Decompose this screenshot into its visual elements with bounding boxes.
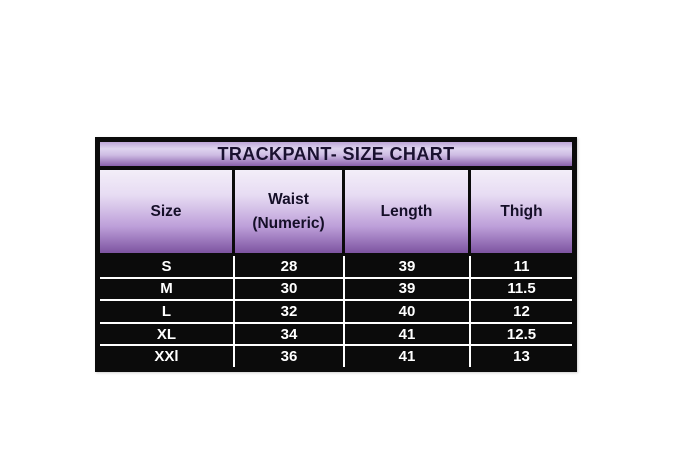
cell-thigh: 12.5 [506,325,537,343]
cell-length: 39 [345,278,471,300]
column-header-size: Size [100,170,235,253]
column-header-thigh: Thigh [471,170,572,253]
cell-length: 41 [345,346,471,367]
cell-size: M [100,278,235,300]
size-chart-table: TRACKPANT- SIZE CHART Size Waist (Numeri… [95,137,577,372]
table-body: S 28 39 11 M 30 39 11.5 L 32 40 12 XL 34… [100,256,572,367]
cell-thigh: 11.5 [507,280,536,298]
cell-thigh: 12 [513,302,530,320]
cell-length: 39 [345,256,471,277]
cell-waist: 32 [235,301,345,322]
cell-waist: 34 [235,323,345,345]
cell-length: 40 [345,301,471,322]
table-row: S 28 39 11 [100,256,572,277]
table-row: M 30 39 11.5 [100,276,572,300]
table-row: L 32 40 12 [100,299,572,322]
table-row: XL 34 41 12.5 [100,321,572,345]
chart-title: TRACKPANT- SIZE CHART [100,142,572,170]
header-row: Size Waist (Numeric) Length Thigh [100,170,572,256]
cell-thigh: 11 [513,257,530,275]
cell-waist: 36 [235,346,345,367]
cell-waist: 28 [235,256,345,277]
cell-waist: 30 [235,278,345,300]
cell-size: S [100,256,235,277]
cell-length: 41 [345,323,471,345]
cell-size: XL [100,323,235,345]
table-row: XXl 36 41 13 [100,344,572,367]
cell-thigh: 13 [513,348,530,366]
cell-size: L [100,301,235,322]
column-header-waist: Waist (Numeric) [235,170,345,253]
cell-size: XXl [100,346,235,367]
column-header-length: Length [345,170,471,253]
